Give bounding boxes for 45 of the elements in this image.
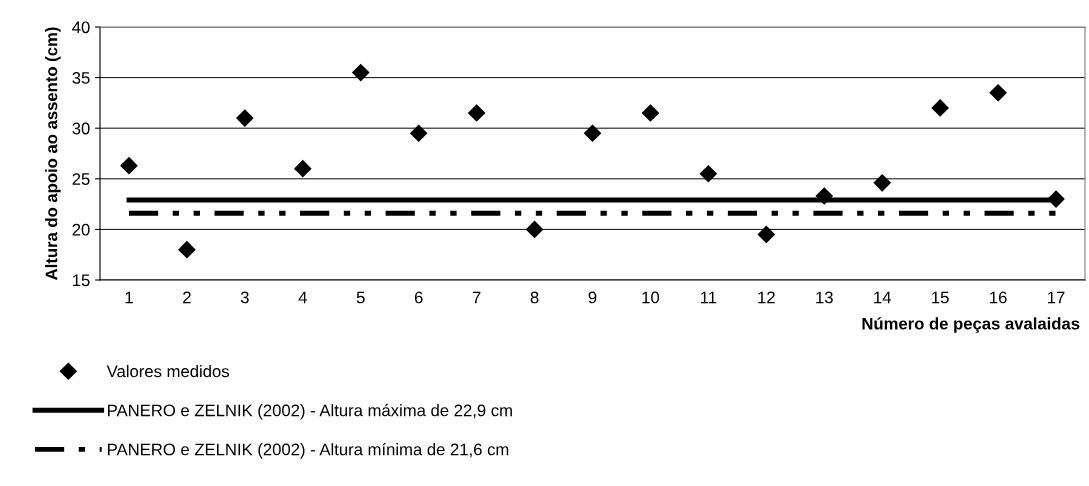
y-tick-label: 20	[72, 223, 90, 236]
point	[410, 124, 428, 142]
legend-label: PANERO e ZELNIK (2002) - Altura máxima de 22,9 cm	[108, 403, 512, 420]
point	[294, 160, 312, 178]
point	[236, 109, 254, 127]
x-tick-label: 3	[240, 291, 249, 304]
point	[815, 187, 833, 205]
x-tick-label: 16	[990, 291, 1007, 304]
x-tick-label: 12	[758, 291, 775, 304]
y-tick-label: 15	[73, 274, 90, 287]
point	[583, 124, 602, 142]
point	[989, 84, 1007, 102]
x-tick-label: 4	[298, 291, 307, 304]
x-tick-label: 11	[701, 291, 717, 304]
point	[468, 104, 486, 122]
point	[873, 174, 891, 192]
x-tick-label: 1	[125, 291, 133, 304]
x-tick-label: 5	[356, 291, 365, 304]
y-tick-label: 40	[72, 21, 90, 34]
point	[526, 220, 544, 238]
x-tick-label: 13	[816, 291, 833, 304]
point	[352, 63, 370, 82]
x-axis-title: Número de peças avalaidas	[862, 317, 1080, 333]
point	[757, 225, 775, 244]
x-tick-label: 8	[530, 291, 539, 304]
y-tick-label: 25	[72, 173, 90, 185]
x-tick-label: 14	[874, 291, 891, 304]
y-tick-label: 35	[72, 72, 90, 84]
x-tick-label: 9	[588, 291, 597, 304]
x-tick-label: 17	[1048, 291, 1065, 304]
x-tick-label: 6	[414, 291, 423, 304]
y-axis-title: Altura do apoio ao assento (cm)	[45, 27, 61, 280]
legend-label: Valores medidos	[106, 365, 229, 378]
point	[1047, 190, 1065, 208]
x-tick-label: 15	[932, 291, 949, 304]
y-tick-label: 30	[72, 122, 90, 135]
legend-label: PANERO e ZELNIK (2002) - Altura mínima de 21,6 cm	[108, 442, 509, 459]
x-tick-label: 7	[472, 291, 481, 304]
point	[641, 104, 659, 122]
point	[699, 165, 717, 183]
point	[178, 241, 196, 259]
point	[120, 157, 138, 175]
x-tick-label: 10	[642, 291, 660, 304]
point	[931, 99, 949, 117]
x-tick-label: 2	[183, 291, 191, 304]
